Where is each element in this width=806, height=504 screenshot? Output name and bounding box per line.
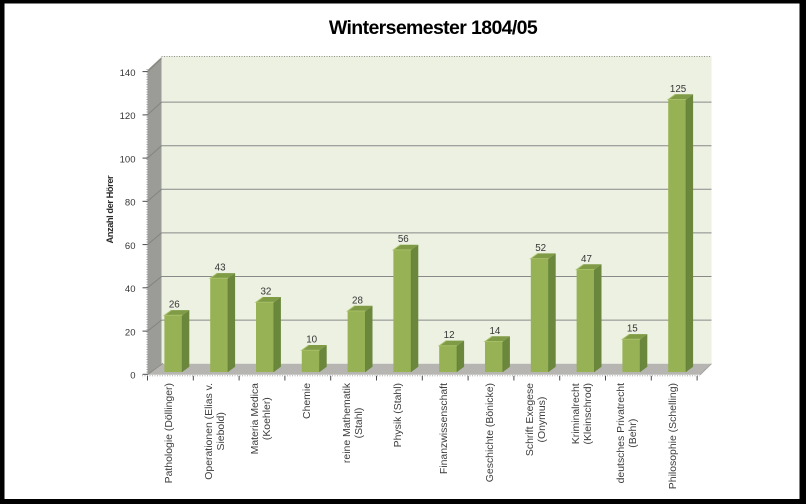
svg-text:14: 14	[489, 326, 500, 337]
svg-text:120: 120	[120, 111, 136, 122]
svg-text:20: 20	[125, 327, 136, 338]
svg-text:52: 52	[535, 243, 546, 254]
svg-text:15: 15	[627, 324, 638, 335]
svg-text:Wintersemester 1804/05: Wintersemester 1804/05	[329, 17, 538, 39]
svg-text:0: 0	[130, 371, 135, 382]
svg-text:140: 140	[120, 68, 136, 79]
svg-text:40: 40	[125, 284, 136, 295]
svg-text:12: 12	[444, 330, 455, 341]
svg-text:100: 100	[120, 154, 136, 165]
svg-text:60: 60	[125, 241, 136, 252]
svg-text:28: 28	[352, 295, 363, 306]
svg-text:26: 26	[169, 300, 180, 311]
svg-text:47: 47	[581, 254, 592, 265]
svg-text:80: 80	[125, 198, 136, 209]
svg-text:43: 43	[215, 263, 226, 274]
svg-text:56: 56	[398, 234, 409, 245]
svg-text:125: 125	[670, 84, 687, 95]
svg-text:10: 10	[306, 335, 317, 346]
svg-text:32: 32	[260, 287, 271, 298]
